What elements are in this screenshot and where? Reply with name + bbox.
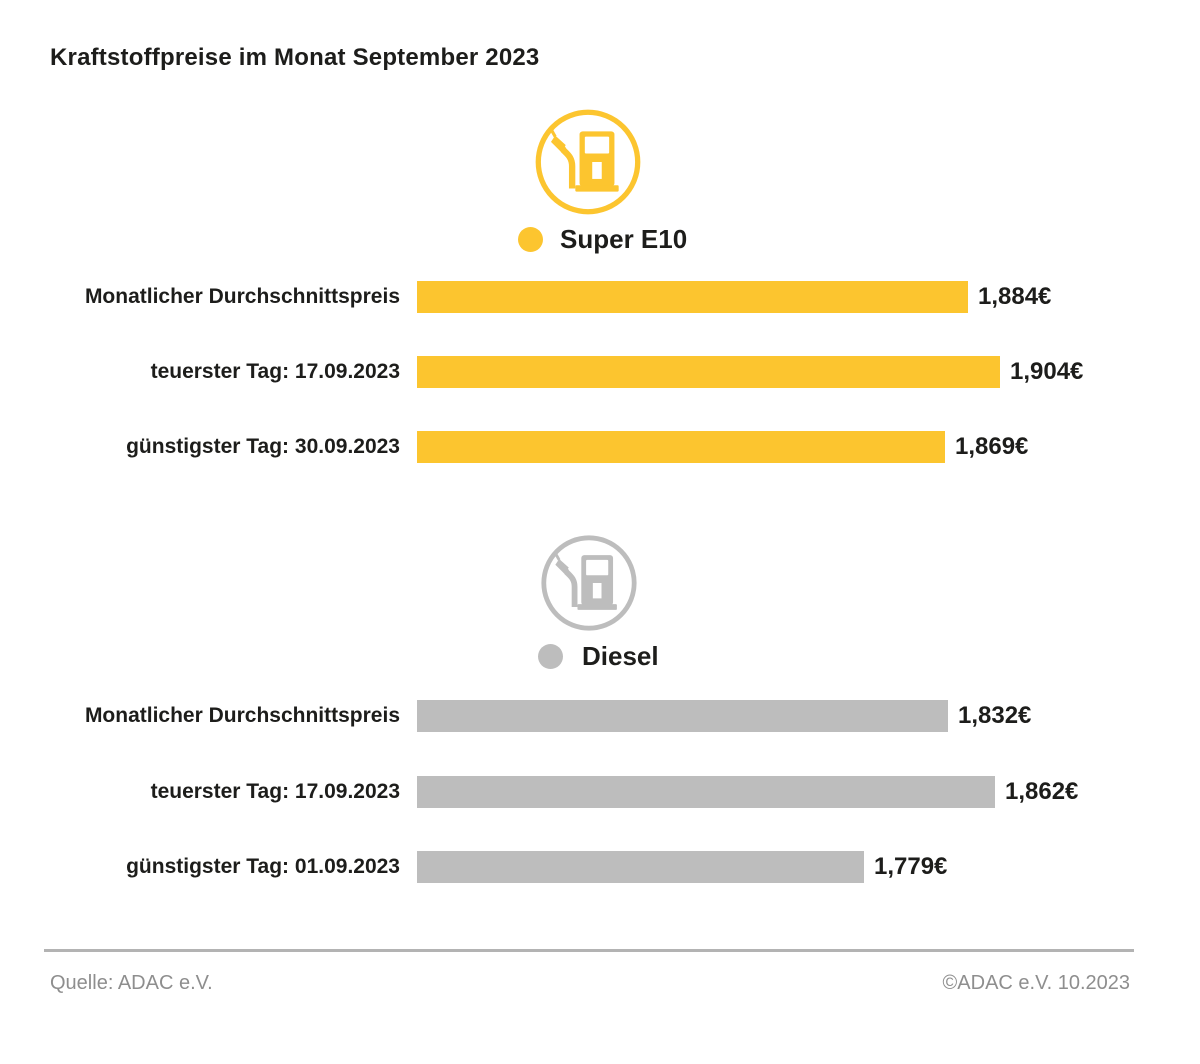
copyright-notice: ©ADAC e.V. 10.2023 bbox=[942, 972, 1130, 994]
chart-title: Kraftstoffpreise im Monat September 2023 bbox=[50, 44, 540, 71]
bar-value-super-max: 1,904€ bbox=[1010, 358, 1084, 385]
bar-label-super-avg: Monatlicher Durchschnittspreis bbox=[84, 285, 400, 308]
fuel-pump-icon bbox=[535, 109, 641, 215]
bar-row-super-min: 1,869€ bbox=[417, 431, 1028, 463]
legend-dot-super-e10 bbox=[518, 227, 543, 252]
bar-value-super-min: 1,869€ bbox=[955, 433, 1029, 460]
footer: Quelle: ADAC e.V. ©ADAC e.V. 10.2023 bbox=[50, 972, 1130, 995]
bar-diesel-max bbox=[417, 776, 995, 808]
footer-divider bbox=[44, 949, 1134, 952]
bar-label-diesel-min: günstigster Tag: 01.09.2023 bbox=[126, 855, 400, 878]
fuel-pump-icon bbox=[541, 535, 637, 631]
legend-diesel: Diesel bbox=[538, 641, 659, 672]
bar-value-super-avg: 1,884€ bbox=[978, 283, 1052, 310]
bar-label-diesel-max: teuerster Tag: 17.09.2023 bbox=[150, 780, 400, 803]
bar-row-diesel-avg: 1,832€ bbox=[417, 700, 1031, 732]
source-credit: Quelle: ADAC e.V. bbox=[50, 972, 213, 994]
bar-row-super-max: 1,904€ bbox=[417, 356, 1083, 388]
bar-super-min bbox=[417, 431, 945, 463]
legend-super-e10: Super E10 bbox=[518, 224, 687, 255]
bar-label-diesel-avg: Monatlicher Durchschnittspreis bbox=[84, 704, 400, 727]
bar-diesel-avg bbox=[417, 700, 948, 732]
bar-value-diesel-avg: 1,832€ bbox=[958, 702, 1032, 729]
fuel-pump-badge-super-e10 bbox=[533, 107, 643, 222]
bar-label-super-max: teuerster Tag: 17.09.2023 bbox=[150, 360, 400, 383]
bar-value-diesel-max: 1,862€ bbox=[1005, 778, 1079, 805]
bar-row-diesel-max: 1,862€ bbox=[417, 776, 1078, 808]
fuel-pump-badge-diesel bbox=[539, 533, 639, 638]
legend-dot-diesel bbox=[538, 644, 563, 669]
legend-label-super-e10: Super E10 bbox=[560, 224, 688, 254]
bar-diesel-min bbox=[417, 851, 864, 883]
bar-label-super-min: günstigster Tag: 30.09.2023 bbox=[126, 435, 400, 458]
bar-value-diesel-min: 1,779€ bbox=[874, 853, 948, 880]
bar-super-max bbox=[417, 356, 1000, 388]
bar-row-diesel-min: 1,779€ bbox=[417, 851, 947, 883]
legend-label-diesel: Diesel bbox=[582, 641, 659, 671]
bar-row-super-avg: 1,884€ bbox=[417, 281, 1051, 313]
bar-super-avg bbox=[417, 281, 968, 313]
